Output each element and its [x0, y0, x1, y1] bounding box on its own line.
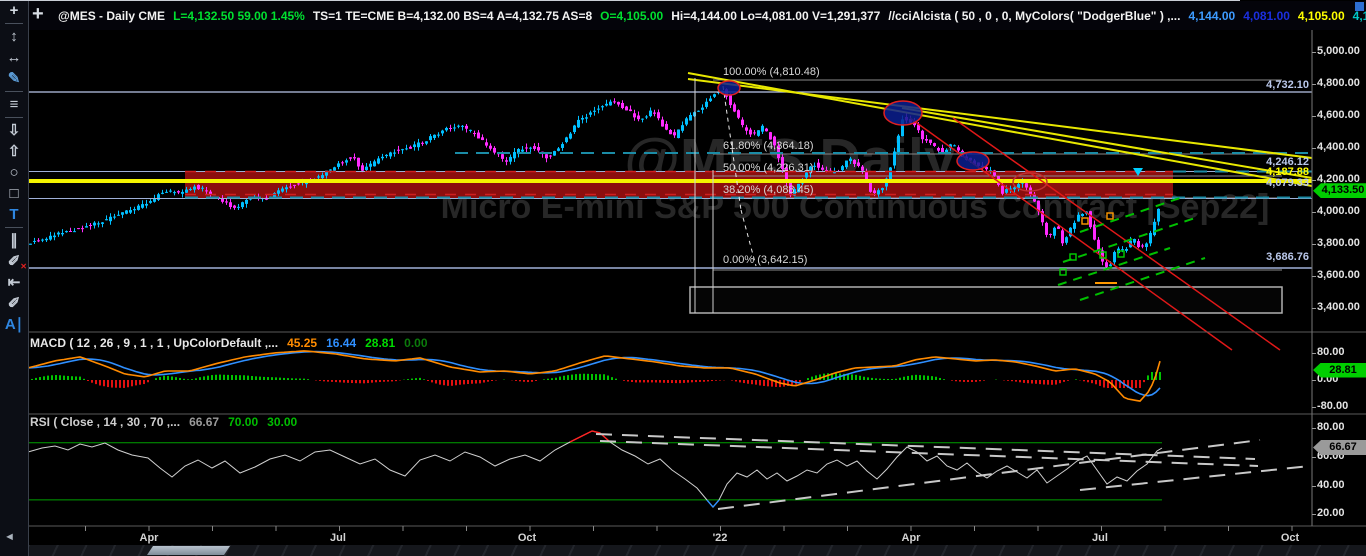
header-open-value: O=4,105.00 [600, 8, 664, 23]
delete-x-badge-icon: ✕ [20, 262, 27, 271]
expand-vertical-tool-icon[interactable]: ↕ [10, 28, 18, 45]
rectangle-tool-icon[interactable]: □ [9, 185, 19, 202]
delete-drawing-tool-icon[interactable]: ✐ ✕ [7, 253, 27, 271]
buy-signal-square [1099, 251, 1107, 259]
yellow-trendline-2 [687, 78, 1313, 159]
rsi-desc-dash-1 [595, 433, 1256, 460]
header-last-change: L=4,132.50 59.00 1.45% [173, 8, 305, 23]
header-study-value-4: 4,133.50 [1352, 8, 1366, 23]
header-study-value-2: 4,081.00 [1243, 8, 1290, 23]
arrow-down-tool-icon[interactable]: ⇩ [7, 122, 21, 139]
yellow-trendline-3 [901, 107, 1313, 179]
rsi-desc-dash-2 [599, 440, 1259, 467]
retest-ellipse-may22 [1012, 172, 1048, 192]
rsi-panel [27, 430, 1311, 510]
drawing-toolbar: + ↕ ↔ ✎ ≡ ⇩ ⇧ ○ □ T ∥ ✐ ✕ ⇤ ✐ A∣ [0, 0, 29, 556]
chart-header-quote-bar: + @MES - Daily CME L=4,132.50 59.00 1.45% T… [28, 1, 1366, 30]
chart-frame [28, 30, 1366, 531]
text-tool-icon[interactable]: T [9, 206, 19, 223]
green-channel-dash [1079, 197, 1181, 233]
price-level-lines [28, 72, 1313, 351]
scroll-left-arrow-icon[interactable]: ◄ [4, 531, 15, 543]
arrow-up-tool-icon[interactable]: ⇧ [7, 143, 21, 160]
snap-left-tool-icon[interactable]: ⇤ [7, 274, 21, 291]
green-channel-dash [1062, 217, 1196, 263]
window-corner-button[interactable] [1355, 2, 1364, 11]
buy-signal-square [1117, 250, 1125, 258]
buy-signal-square [1069, 253, 1077, 261]
horizontal-scrollbar[interactable] [28, 545, 1366, 556]
toolbar-separator [5, 117, 23, 118]
header-hi-lo-volume: Hi=4,144.00 Lo=4,081.00 V=1,291,377 [671, 8, 881, 23]
toolbar-separator [5, 23, 23, 24]
stamp-tool-icon[interactable]: ✐ [7, 295, 21, 312]
toolbar-separator [5, 91, 23, 92]
ellipse-tool-icon[interactable]: ○ [9, 164, 19, 181]
crosshair-icon[interactable]: + [32, 3, 44, 25]
top-ellipse-jan22 [717, 80, 741, 96]
header-symbol-title: @MES - Daily CME [58, 8, 166, 23]
green-channel-dash [1079, 257, 1206, 301]
header-study-value-3: 4,105.00 [1297, 8, 1345, 23]
parallel-lines-tool-icon[interactable]: ∥ [10, 232, 18, 249]
white-dash-drop-1 [722, 85, 742, 211]
scrollbar-thumb[interactable] [147, 546, 230, 555]
header-session-info: TS=1 TE=CME B=4,132.00 BS=4 A=4,132.75 A… [312, 8, 593, 23]
rsi-line [27, 430, 1163, 508]
trendline-tool-icon[interactable]: ✎ [7, 70, 21, 87]
top-ellipse-mar22 [883, 100, 923, 126]
red-channel-2 [952, 117, 1281, 351]
macd-signal-line [27, 350, 1161, 397]
window-top-edge [0, 0, 1240, 1]
retest-ellipse-apr22 [956, 151, 990, 171]
green-channel-dash [1057, 247, 1171, 286]
buy-signal-square [1059, 268, 1067, 276]
down-arrow-marker [1133, 168, 1143, 176]
header-study-cci-alcista: //cciAlcista ( 50 , 0 , 0, MyColors( "Do… [888, 8, 1181, 23]
macd-line [27, 350, 1161, 402]
toolbar-separator [5, 227, 23, 228]
header-study-value-1: 4,144.00 [1188, 8, 1236, 23]
white-dash-drop-2 [740, 209, 757, 267]
alert-signal-square [1106, 212, 1114, 220]
crosshair-tool-icon[interactable]: + [9, 2, 19, 19]
annotation-background [185, 79, 1283, 314]
lines-menu-tool-icon[interactable]: ≡ [9, 96, 19, 113]
rsi-asc-dash-2 [1079, 465, 1311, 491]
alert-signal-square [1081, 217, 1089, 225]
label-tool-icon[interactable]: A∣ [4, 316, 24, 333]
expand-horizontal-tool-icon[interactable]: ↔ [6, 49, 22, 66]
macd-panel [27, 350, 1161, 402]
rsi-asc-dash-1 [717, 439, 1261, 510]
